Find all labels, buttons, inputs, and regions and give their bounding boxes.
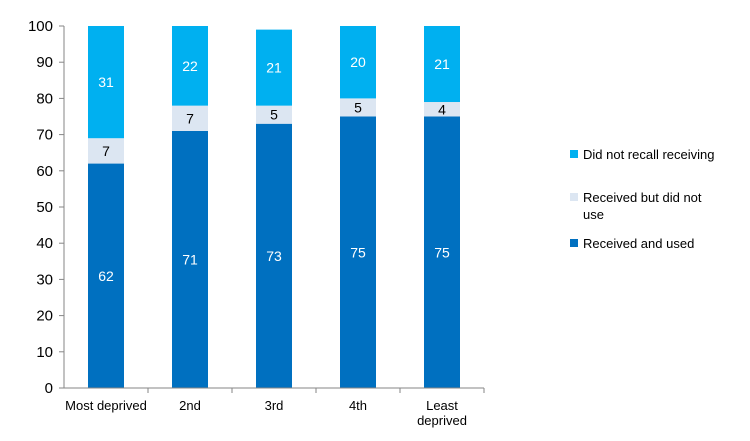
bars: 62 7 31 71 7 22 73 5 21 75 5 20 75 4 21 <box>88 26 460 389</box>
bar-segment-did-not-recall-receiving <box>172 26 208 106</box>
legend-label: Received and used <box>583 236 694 251</box>
x-tick-label: 3rd <box>265 398 284 413</box>
bar-segment-received-but-did-not-use <box>424 102 460 117</box>
data-label: 5 <box>354 99 362 115</box>
data-label: 75 <box>434 244 450 260</box>
bar-segment-did-not-recall-receiving <box>256 29 292 106</box>
data-label: 21 <box>434 56 450 72</box>
data-label: 7 <box>102 143 110 159</box>
y-tick-label: 30 <box>36 271 53 288</box>
data-label: 20 <box>350 54 366 70</box>
bar-segment-received-but-did-not-use <box>88 138 124 164</box>
legend-label: Received but did not use <box>583 190 702 222</box>
bar-segment-did-not-recall-receiving <box>88 26 124 139</box>
x-tick-label: Most deprived <box>65 398 147 413</box>
data-label: 73 <box>266 248 282 264</box>
bar-segment-did-not-recall-receiving <box>424 26 460 103</box>
bar-segment-received-and-used <box>88 163 124 388</box>
y-tick-label: 0 <box>45 380 53 397</box>
bar-segment-received-but-did-not-use <box>256 105 292 124</box>
data-label: 5 <box>270 107 278 123</box>
y-tick-label: 20 <box>36 308 53 325</box>
x-tick-label: 2nd <box>179 398 201 413</box>
legend-swatch-did-not-recall-receiving <box>570 150 578 158</box>
data-label: 31 <box>98 74 114 90</box>
y-tick-label: 40 <box>36 235 53 252</box>
data-label: 22 <box>182 58 198 74</box>
bar-segment-did-not-recall-receiving <box>340 26 376 99</box>
y-tick-label: 60 <box>36 163 53 180</box>
y-tick-label: 10 <box>36 344 53 361</box>
bar-segment-received-but-did-not-use <box>340 98 376 117</box>
data-label: 21 <box>266 60 282 76</box>
bar-segment-received-and-used <box>340 116 376 388</box>
y-tick-label: 90 <box>36 54 53 71</box>
legend-label: Did not recall receiving <box>583 147 715 162</box>
x-tick-label: Least deprived <box>417 398 467 428</box>
x-tick-label: 4th <box>349 398 367 413</box>
legend-swatch-received-but-did-not-use <box>570 193 578 201</box>
data-label: 4 <box>438 101 446 117</box>
data-label: 75 <box>350 244 366 260</box>
y-tick-label: 50 <box>36 199 53 216</box>
x-axis: Most deprived 2nd 3rd 4th Least deprived <box>64 387 485 428</box>
y-tick-label: 70 <box>36 127 53 144</box>
data-label: 7 <box>186 110 194 126</box>
y-tick-label: 80 <box>36 90 53 107</box>
y-tick-label: 100 <box>28 18 53 35</box>
data-label: 62 <box>98 268 114 284</box>
bar-segment-received-and-used <box>172 130 208 389</box>
bar-segment-received-but-did-not-use <box>172 105 208 131</box>
legend-swatch-received-and-used <box>570 239 578 247</box>
data-label: 71 <box>182 251 198 267</box>
bar-segment-received-and-used <box>424 116 460 388</box>
bar-segment-received-and-used <box>256 123 292 389</box>
y-axis: 0 10 20 30 40 50 60 70 80 90 100 <box>28 18 65 397</box>
legend: Did not recall receiving Received but did… <box>570 147 715 251</box>
